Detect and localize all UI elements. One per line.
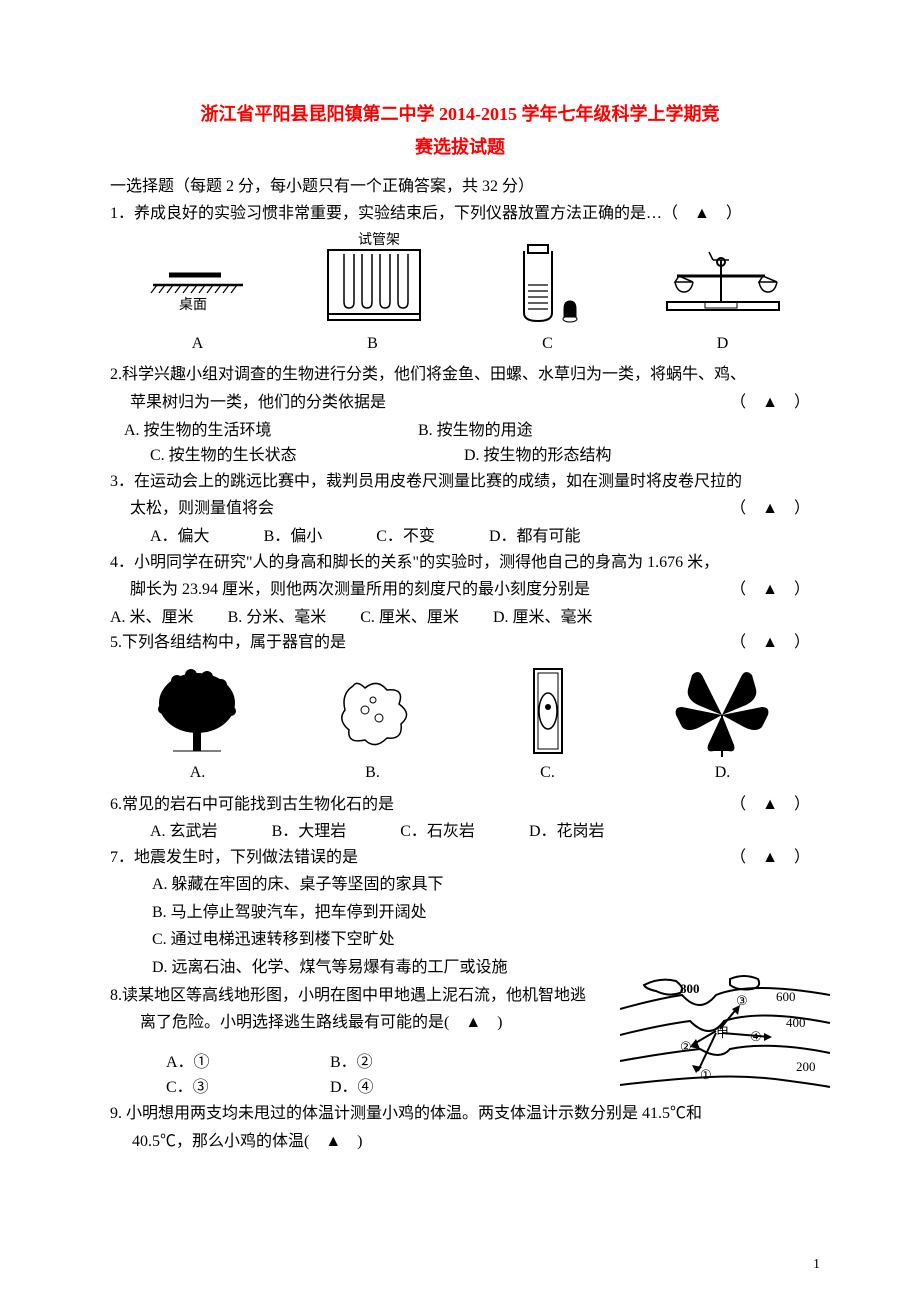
q6-c: C．石灰岩 bbox=[400, 819, 475, 845]
svg-text:甲: 甲 bbox=[716, 1025, 729, 1040]
q1-label-a: A bbox=[128, 331, 268, 357]
q5-label-c: C. bbox=[478, 760, 618, 786]
q2-a: A. 按生物的生活环境 bbox=[124, 418, 414, 444]
q3-d: D．都有可能 bbox=[489, 524, 581, 550]
q8-a: A．① bbox=[166, 1050, 326, 1076]
q1-label-b: B bbox=[303, 331, 443, 357]
q1-label-c: C bbox=[478, 331, 618, 357]
q4-c: C. 厘米、厘米 bbox=[360, 605, 459, 631]
q1-images: 桌面 试管架 bbox=[110, 237, 810, 327]
q2-line1: 2.科学兴趣小组对调查的生物进行分类，他们将金鱼、田螺、水草归为一类，将蜗牛、鸡… bbox=[110, 362, 810, 388]
svg-text:400: 400 bbox=[786, 1015, 806, 1030]
q1-text: 1．养成良好的实验习惯非常重要，实验结束后，下列仪器放置方法正确的是…（ ▲ ） bbox=[110, 201, 810, 227]
q7-a: A. 躲藏在牢固的床、桌子等坚固的家具下 bbox=[110, 872, 810, 898]
q2-opts-ab: A. 按生物的生活环境 B. 按生物的用途 bbox=[110, 418, 810, 444]
q8-c: C．③ bbox=[166, 1075, 326, 1101]
doc-title-line1: 浙江省平阳县昆阳镇第二中学 2014-2015 学年七年级科学上学期竞 bbox=[110, 100, 810, 129]
q3-a: A．偏大 bbox=[150, 524, 210, 550]
svg-text:200: 200 bbox=[796, 1059, 816, 1074]
svg-text:④: ④ bbox=[750, 1029, 762, 1044]
q8-b: B．② bbox=[330, 1050, 490, 1076]
exam-page: 浙江省平阳县昆阳镇第二中学 2014-2015 学年七年级科学上学期竞 赛选拔试… bbox=[0, 0, 920, 1302]
q1-img-d bbox=[653, 237, 793, 327]
q5-labels: A. B. C. D. bbox=[110, 760, 810, 786]
q5-images bbox=[110, 666, 810, 756]
svg-text:③: ③ bbox=[736, 993, 748, 1008]
q4-paren: （ ▲ ） bbox=[730, 577, 810, 603]
q6-b: B．大理岩 bbox=[272, 819, 347, 845]
q3-b: B．偏小 bbox=[264, 524, 323, 550]
q5-line: 5.下列各组结构中，属于器官的是 （ ▲ ） bbox=[110, 630, 810, 656]
q2-d: D. 按生物的形态结构 bbox=[464, 447, 612, 464]
q3-line2: 太松，则测量值将会 （ ▲ ） bbox=[110, 496, 810, 522]
q5-label-b: B. bbox=[303, 760, 443, 786]
q6-opts: A. 玄武岩 B．大理岩 C．石灰岩 D．花岗岩 bbox=[110, 819, 810, 845]
q9-line2: 40.5℃，那么小鸡的体温( ▲ ) bbox=[110, 1129, 810, 1155]
svg-text:②: ② bbox=[680, 1039, 692, 1054]
q4-opts: A. 米、厘米 B. 分米、毫米 C. 厘米、厘米 D. 厘米、毫米 bbox=[110, 605, 810, 631]
q2-c: C. 按生物的生长状态 bbox=[150, 443, 460, 469]
q2-opts-cd: C. 按生物的生长状态 D. 按生物的形态结构 bbox=[110, 443, 810, 469]
contour-map: 800 600 400 200 ① ② ③ ④ 甲 bbox=[620, 971, 830, 1101]
q4-b: B. 分米、毫米 bbox=[228, 605, 327, 631]
q4-a: A. 米、厘米 bbox=[110, 605, 194, 631]
q9-line1: 9. 小明想用两支均未甩过的体温计测量小鸡的体温。两支体温计示数分别是 41.5… bbox=[110, 1101, 810, 1127]
q3-opts: A．偏大 B．偏小 C．不变 D．都有可能 bbox=[110, 524, 810, 550]
q2-line2: 苹果树归为一类，他们的分类依据是 （ ▲ ） bbox=[110, 390, 810, 416]
q5-img-b bbox=[303, 666, 443, 756]
q4-d: D. 厘米、毫米 bbox=[493, 605, 593, 631]
q1-img-a: 桌面 bbox=[128, 237, 268, 327]
q5-img-c bbox=[478, 666, 618, 756]
q5-label-d: D. bbox=[653, 760, 793, 786]
q8-block: 8.读某地区等高线地形图，小明在图中甲地遇上泥石流，他机智地逃 离了危险。小明选… bbox=[110, 983, 810, 1101]
doc-title-line2: 赛选拔试题 bbox=[110, 133, 810, 162]
q7-paren: （ ▲ ） bbox=[730, 845, 810, 871]
q5-img-a bbox=[128, 666, 268, 756]
page-number: 1 bbox=[813, 1254, 820, 1276]
q3-line1: 3．在运动会上的跳远比赛中，裁判员用皮卷尺测量比赛的成绩，如在测量时将皮卷尺拉的 bbox=[110, 469, 810, 495]
q6-a: A. 玄武岩 bbox=[150, 819, 218, 845]
q7-line: 7．地震发生时，下列做法错误的是 （ ▲ ） bbox=[110, 845, 810, 871]
q1-label-d: D bbox=[653, 331, 793, 357]
svg-text:800: 800 bbox=[680, 981, 700, 996]
svg-text:试管架: 试管架 bbox=[358, 232, 400, 248]
q1-labels: A B C D bbox=[110, 331, 810, 357]
q8-d: D．④ bbox=[330, 1075, 490, 1101]
svg-text:①: ① bbox=[700, 1067, 712, 1082]
section-instruction: 一选择题（每题 2 分，每小题只有一个正确答案，共 32 分） bbox=[110, 174, 810, 200]
q2-paren: （ ▲ ） bbox=[730, 390, 810, 416]
q7-c: C. 通过电梯迅速转移到楼下空旷处 bbox=[110, 927, 810, 953]
svg-text:600: 600 bbox=[776, 989, 796, 1004]
q5-paren: （ ▲ ） bbox=[730, 630, 810, 656]
q5-img-d bbox=[653, 666, 793, 756]
q6-d: D．花岗岩 bbox=[529, 819, 605, 845]
q7-b: B. 马上停止驾驶汽车，把车停到开阔处 bbox=[110, 900, 810, 926]
q3-c: C．不变 bbox=[376, 524, 435, 550]
q2-b: B. 按生物的用途 bbox=[418, 422, 533, 439]
q4-line1: 4．小明同学在研究"人的身高和脚长的关系"的实验时，测得他自己的身高为 1.67… bbox=[110, 550, 810, 576]
q5-label-a: A. bbox=[128, 760, 268, 786]
q4-line2: 脚长为 23.94 厘米，则他两次测量所用的刻度尺的最小刻度分别是 （ ▲ ） bbox=[110, 577, 810, 603]
q1-img-c bbox=[478, 237, 618, 327]
q3-paren: （ ▲ ） bbox=[730, 496, 810, 522]
svg-text:桌面: 桌面 bbox=[179, 297, 207, 313]
q6-line: 6.常见的岩石中可能找到古生物化石的是 （ ▲ ） bbox=[110, 792, 810, 818]
q1-img-b: 试管架 bbox=[303, 237, 443, 327]
q6-paren: （ ▲ ） bbox=[730, 792, 810, 818]
